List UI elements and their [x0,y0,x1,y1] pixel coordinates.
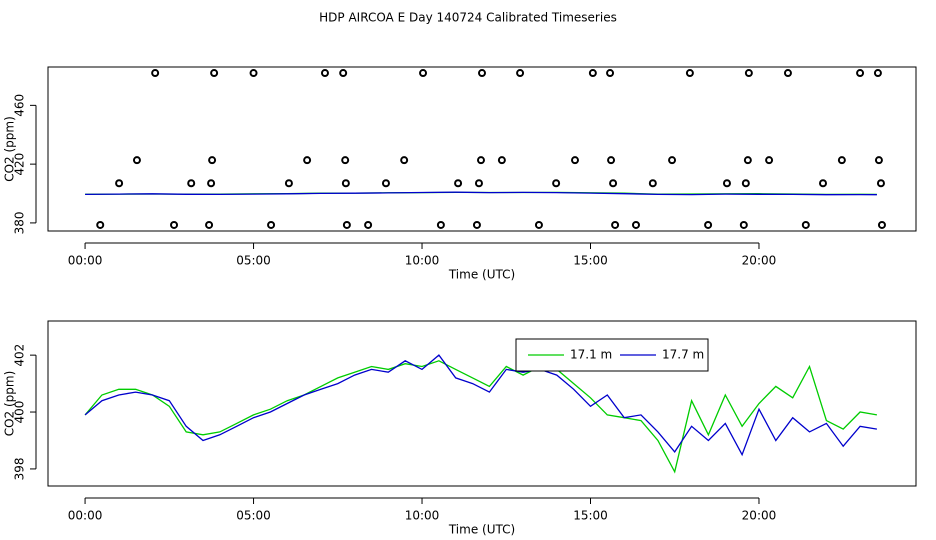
calibration-point [783,69,792,78]
calibration-point [205,220,214,229]
x-tick-label: 05:00 [236,509,271,523]
calibration-point [342,220,351,229]
calibration-point [874,156,883,165]
y-tick-label: 460 [13,94,27,117]
calibration-point [606,69,615,78]
calibration-point [478,69,486,78]
calibration-point [249,69,258,78]
x-tick-label: 10:00 [405,254,440,268]
calibration-point [819,179,827,188]
plot-frame [47,66,917,232]
x-axis-label: Time (UTC) [448,523,515,537]
calibration-point [685,69,694,78]
calibration-point [341,179,350,188]
calibration-point [472,220,481,229]
y-tick-label: 398 [13,457,27,480]
calibration-point [765,156,774,165]
series-line [84,360,878,474]
calibration-point [364,220,373,229]
calibration-point [210,69,219,78]
calibration-point [381,179,390,188]
calibration-point [739,220,748,229]
calibration-point [476,156,485,165]
calibration-point [552,179,561,188]
calibration-point [207,179,216,188]
calibration-point [497,156,506,165]
calibration-point [419,69,428,78]
y-axis-label: CO2 (ppm) [3,116,17,182]
series-line [85,191,877,196]
calibration-point [741,179,750,188]
calibration-point [284,179,293,188]
calibration-point [187,179,196,188]
x-tick-label: 05:00 [236,254,271,268]
calibration-point [96,220,105,229]
calibration-point [132,156,141,165]
plot-frame [47,320,917,487]
calibration-point [267,220,276,229]
calibration-point [588,69,597,78]
calibration-point [208,156,217,165]
y-tick-label: 380 [13,211,27,234]
calibration-point [320,69,329,78]
calibration-point [877,220,886,229]
calibration-point [454,179,463,188]
calibration-point [744,69,753,78]
calibration-point [534,220,543,229]
x-axis-label: Time (UTC) [448,268,515,282]
calibration-point [856,69,865,78]
series-line [84,354,878,457]
calibration-point [611,220,620,229]
calibration-point [571,156,579,165]
calibration-point [339,69,348,78]
calibration-point [474,179,483,188]
calibration-point [743,156,752,165]
x-tick-label: 00:00 [68,254,103,268]
y-tick-label: 402 [13,344,27,367]
y-tick-label: 420 [13,153,27,176]
calibration-point [436,220,445,229]
calibration-point [303,156,312,165]
calibration-point [115,179,124,188]
x-tick-label: 15:00 [573,254,608,268]
calibration-point [170,220,179,229]
x-tick-label: 20:00 [742,509,777,523]
x-tick-label: 10:00 [405,509,440,523]
calibration-point [516,69,525,78]
calibration-point [631,220,640,229]
calibration-point [668,156,677,165]
calibration-point [873,69,882,78]
calibration-point [704,220,713,229]
calibration-point [648,179,657,188]
x-tick-label: 15:00 [573,509,608,523]
legend-label: 17.7 m [662,348,704,362]
calibration-point [837,156,846,165]
calibration-point [801,220,810,229]
y-axis-label: CO2 (ppm) [3,371,17,437]
chart-title: HDP AIRCOA E Day 140724 Calibrated Times… [319,11,617,25]
calibration-point [876,179,885,188]
legend-label: 17.1 m [570,348,612,362]
x-tick-label: 00:00 [68,509,103,523]
calibration-point [400,156,409,165]
calibration-point [607,156,616,165]
x-tick-label: 20:00 [742,254,777,268]
calibration-point [341,156,350,165]
calibration-point [722,179,731,188]
y-tick-label: 400 [13,401,27,424]
calibration-point [151,69,160,78]
calibration-point [609,179,618,188]
